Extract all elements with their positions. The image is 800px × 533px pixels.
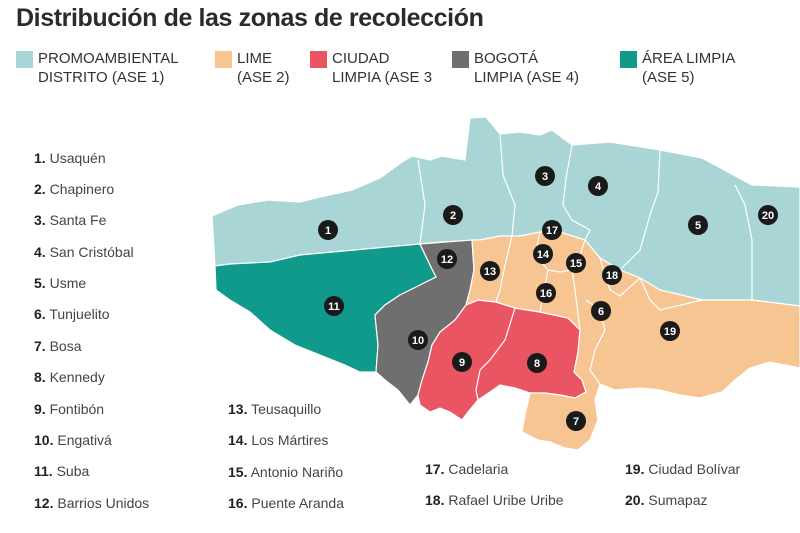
legend-swatch-ase3 xyxy=(310,51,327,68)
svg-text:12: 12 xyxy=(441,254,453,266)
svg-text:15: 15 xyxy=(570,258,582,270)
locality-item: 12. Barrios Unidos xyxy=(34,495,150,511)
locality-item: 3. Santa Fe xyxy=(34,212,107,228)
svg-text:4: 4 xyxy=(595,181,602,193)
marker-14: 14 xyxy=(533,244,553,264)
marker-11: 11 xyxy=(324,296,344,316)
marker-6: 6 xyxy=(591,301,611,321)
marker-18: 18 xyxy=(602,265,622,285)
locality-item: 4. San Cristóbal xyxy=(34,244,134,260)
svg-text:5: 5 xyxy=(695,220,701,232)
marker-3: 3 xyxy=(535,166,555,186)
svg-text:8: 8 xyxy=(534,358,540,370)
locality-item: 2. Chapinero xyxy=(34,181,115,197)
svg-text:3: 3 xyxy=(542,171,548,183)
marker-12: 12 xyxy=(437,249,457,269)
svg-text:10: 10 xyxy=(412,335,424,347)
marker-8: 8 xyxy=(527,353,547,373)
marker-17: 17 xyxy=(542,220,562,240)
marker-2: 2 xyxy=(443,205,463,225)
marker-1: 1 xyxy=(318,220,338,240)
locality-item: 19. Ciudad Bolívar xyxy=(625,461,741,477)
legend-label-ase3: CIUDAD LIMPIA (ASE 3 xyxy=(332,50,433,86)
legend-swatch-ase5 xyxy=(620,51,637,68)
svg-text:9: 9 xyxy=(459,357,465,369)
legend-label-ase1: PROMOAMBIENTAL DISTRITO (ASE 1) xyxy=(38,50,179,86)
locality-item: 20. Sumapaz xyxy=(625,492,708,508)
legend-swatch-ase1 xyxy=(16,51,33,68)
marker-7: 7 xyxy=(566,411,586,431)
svg-text:14: 14 xyxy=(537,249,550,261)
locality-item: 18. Rafael Uribe Uribe xyxy=(425,492,564,508)
marker-16: 16 xyxy=(536,283,556,303)
locality-item: 17. Cadelaria xyxy=(425,461,509,477)
locality-item: 14. Los Mártires xyxy=(228,432,329,448)
marker-20: 20 xyxy=(758,205,778,225)
locality-item: 16. Puente Aranda xyxy=(228,495,344,511)
svg-text:18: 18 xyxy=(606,270,618,282)
marker-5: 5 xyxy=(688,215,708,235)
marker-13: 13 xyxy=(480,261,500,281)
marker-4: 4 xyxy=(588,176,608,196)
legend-label-ase5: ÁREA LIMPIA (ASE 5) xyxy=(642,50,736,86)
locality-item: 15. Antonio Nariño xyxy=(228,464,344,480)
locality-item: 8. Kennedy xyxy=(34,369,105,385)
locality-item: 9. Fontibón xyxy=(34,401,105,417)
svg-text:6: 6 xyxy=(598,306,604,318)
locality-item: 11. Suba xyxy=(34,463,90,479)
locality-item: 10. Engativá xyxy=(34,432,112,448)
locality-item: 6. Tunjuelito xyxy=(34,306,110,322)
marker-9: 9 xyxy=(452,352,472,372)
locality-item: 7. Bosa xyxy=(34,338,82,354)
locality-item: 13. Teusaquillo xyxy=(228,401,322,417)
locality-item: 1. Usaquén xyxy=(34,150,106,166)
legend-label-ase2: LIME (ASE 2) xyxy=(237,50,290,86)
svg-text:7: 7 xyxy=(573,416,579,428)
map-title: Distribución de las zonas de recolección xyxy=(16,4,484,32)
svg-text:1: 1 xyxy=(325,225,331,237)
svg-text:17: 17 xyxy=(546,225,558,237)
marker-15: 15 xyxy=(566,253,586,273)
svg-text:16: 16 xyxy=(540,288,552,300)
locality-markers: 1 2 3 4 5 6 7 8 9 10 11 12 13 14 15 16 1… xyxy=(318,166,778,431)
marker-10: 10 xyxy=(408,330,428,350)
svg-text:11: 11 xyxy=(328,301,340,313)
svg-text:2: 2 xyxy=(450,210,456,222)
svg-text:19: 19 xyxy=(664,326,676,338)
svg-text:13: 13 xyxy=(484,266,496,278)
marker-19: 19 xyxy=(660,321,680,341)
legend-swatch-ase2 xyxy=(215,51,232,68)
legend-label-ase4: BOGOTÁ LIMPIA (ASE 4) xyxy=(474,50,580,86)
legend-swatch-ase4 xyxy=(452,51,469,68)
locality-item: 5. Usme xyxy=(34,275,87,291)
svg-text:20: 20 xyxy=(762,210,774,222)
